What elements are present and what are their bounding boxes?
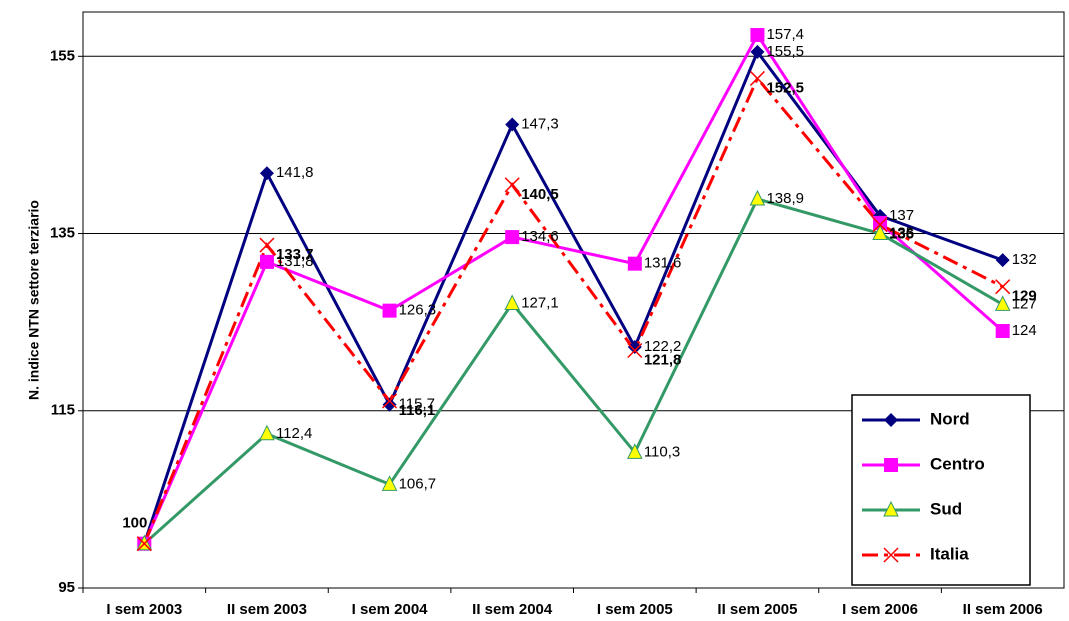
data-point	[749, 70, 765, 86]
data-label: 124	[1012, 322, 1037, 339]
data-point	[750, 44, 765, 59]
data-point	[995, 324, 1010, 339]
data-point	[504, 177, 520, 193]
data-point	[872, 224, 888, 241]
legend-marker	[883, 500, 899, 517]
data-point	[627, 342, 643, 359]
data-point	[382, 397, 397, 412]
data-point	[382, 303, 397, 318]
x-tick-label: I sem 2004	[352, 601, 429, 618]
x-tick-label: II sem 2006	[963, 601, 1043, 618]
data-point	[259, 166, 274, 181]
x-tick-label: I sem 2006	[842, 601, 918, 618]
data-point	[627, 443, 643, 459]
data-label: 152,5	[766, 79, 804, 96]
data-point	[259, 424, 275, 441]
data-label: 126,3	[399, 302, 437, 319]
data-label: 110,3	[644, 443, 680, 460]
series-line	[143, 197, 1004, 545]
data-point	[994, 295, 1011, 311]
data-label: 141,8	[276, 164, 314, 181]
data-label: 133,7	[276, 246, 314, 263]
legend-box	[851, 394, 1031, 586]
data-label: 157,4	[766, 26, 804, 43]
data-point	[382, 393, 398, 409]
data-label: 106,7	[399, 475, 437, 492]
legend-label: Sud	[930, 499, 962, 518]
x-tick-label: I sem 2005	[597, 601, 673, 618]
y-tick-label: 155	[50, 47, 75, 64]
legend-label: Nord	[930, 409, 970, 428]
legend-marker	[884, 413, 898, 427]
data-point	[136, 536, 152, 552]
x-tick-label: II sem 2005	[717, 601, 797, 618]
data-point	[504, 294, 520, 311]
legend-marker	[883, 547, 899, 563]
y-axis-title: N. indice NTN settore terziario	[26, 200, 42, 400]
data-label: 129	[1012, 288, 1037, 305]
data-label: 127,1	[521, 295, 559, 312]
data-label: 131,8	[276, 253, 314, 270]
y-tick-label: 95	[58, 579, 75, 596]
data-point	[750, 28, 765, 43]
data-label: 135	[889, 225, 914, 242]
data-point	[381, 475, 398, 491]
data-label: 116,1	[399, 402, 436, 419]
data-point	[505, 117, 520, 132]
data-point	[872, 217, 888, 233]
data-label: 147,3	[521, 116, 559, 133]
data-point	[505, 230, 520, 245]
x-tick-label: II sem 2004	[472, 601, 553, 618]
data-point	[259, 254, 274, 269]
data-label: 132	[1012, 251, 1037, 268]
data-label: 127	[1012, 295, 1037, 312]
data-point	[627, 256, 642, 271]
y-tick-label: 135	[50, 225, 75, 242]
data-label: 134,6	[521, 228, 559, 245]
data-label: 115,7	[399, 396, 435, 413]
data-point	[995, 253, 1010, 268]
data-label: 137	[889, 207, 914, 224]
data-point	[259, 237, 275, 253]
data-label: 140,5	[521, 186, 559, 203]
data-label: 100	[122, 515, 147, 532]
data-label: 121,8	[644, 351, 682, 368]
data-label: 112,4	[276, 425, 312, 442]
y-tick-label: 115	[51, 402, 75, 419]
legend-marker	[884, 458, 898, 472]
data-label: 136	[889, 226, 914, 243]
data-point	[873, 215, 888, 230]
data-label: 138,9	[766, 190, 804, 207]
data-label: 122,2	[644, 338, 682, 355]
legend-label: Italia	[930, 544, 969, 563]
data-point	[627, 339, 642, 354]
x-tick-label: II sem 2003	[227, 601, 307, 618]
data-point	[749, 189, 766, 206]
legend-label: Centro	[930, 454, 985, 473]
series-line	[142, 75, 1004, 545]
series-line	[142, 48, 1004, 545]
data-point	[995, 279, 1011, 295]
x-tick-label: I sem 2003	[106, 601, 182, 618]
data-label: 131,6	[644, 255, 682, 272]
data-label: 155,5	[766, 43, 804, 60]
